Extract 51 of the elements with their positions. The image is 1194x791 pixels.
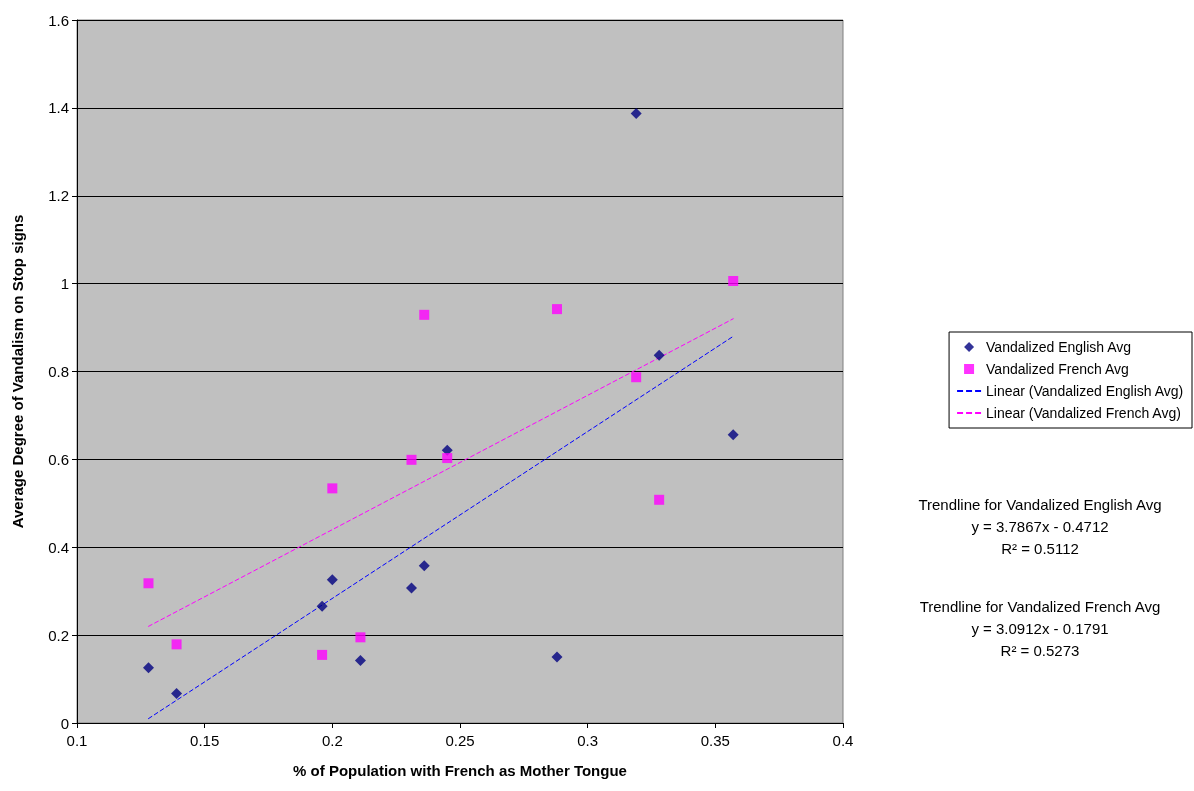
y-tick-label: 0.2 <box>48 626 69 644</box>
point <box>442 453 453 464</box>
point <box>419 309 430 320</box>
text: y = 3.7867x - 0.4712 <box>971 518 1109 535</box>
point <box>654 494 665 505</box>
point <box>631 372 642 383</box>
legend-label: Linear (Vandalized French Avg) <box>986 405 1181 421</box>
point <box>552 304 563 315</box>
x-tick-label: 0.35 <box>700 732 730 749</box>
y-tick-label: 0.6 <box>48 450 69 468</box>
y-axis-title: Average Degree of Vandalism on Stop signs <box>9 214 26 529</box>
text: y = 3.0912x - 0.1791 <box>971 620 1109 637</box>
text: Trendline for Vandalized French Avg <box>919 598 1161 615</box>
y-tick-label: 0 <box>60 714 69 732</box>
point <box>317 649 328 660</box>
point <box>727 429 739 441</box>
point <box>142 662 154 674</box>
x-tick-label: 0.4 <box>832 732 854 749</box>
legend-label: Vandalized French Avg <box>986 361 1129 377</box>
x-tick-label: 0.1 <box>66 732 88 749</box>
point <box>327 483 338 494</box>
y-tick-label: 0.8 <box>48 363 69 380</box>
point <box>551 651 563 663</box>
point <box>728 275 739 286</box>
point <box>171 639 182 650</box>
point <box>354 655 366 667</box>
point <box>418 560 430 572</box>
y-tick-label: 1.6 <box>48 11 69 29</box>
y-tick-label: 1.4 <box>48 99 69 117</box>
point <box>143 578 154 589</box>
text: Trendline for Vandalized English Avg <box>918 496 1162 513</box>
x-tick-label: 0.15 <box>190 732 220 749</box>
point <box>406 454 417 465</box>
text: R² = 0.5273 <box>1000 642 1080 659</box>
x-tick-label: 0.25 <box>445 732 475 749</box>
point <box>630 108 642 120</box>
x-axis-title: % of Population with French as Mother Tongue <box>293 762 627 779</box>
point <box>355 632 366 643</box>
y-tick-label: 1 <box>60 275 69 293</box>
text: R² = 0.5112 <box>1001 540 1079 557</box>
legend-label: Vandalized English Avg <box>986 339 1132 355</box>
point <box>326 574 338 586</box>
x-tick-label: 0.3 <box>577 732 599 749</box>
legend-label: Linear (Vandalized English Avg) <box>986 383 1184 399</box>
y-tick-label: 0.4 <box>48 538 69 556</box>
point <box>316 600 328 612</box>
point <box>171 688 183 700</box>
y-tick-label: 1.2 <box>48 187 69 205</box>
point <box>405 582 417 594</box>
x-tick-label: 0.2 <box>321 732 343 749</box>
point <box>653 349 665 361</box>
